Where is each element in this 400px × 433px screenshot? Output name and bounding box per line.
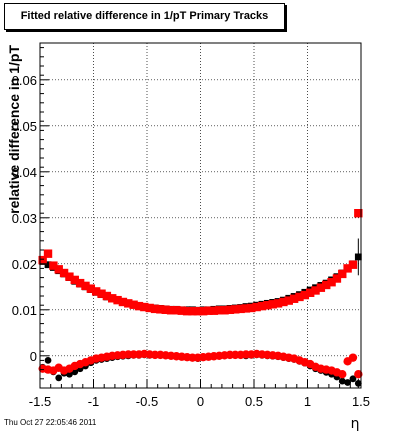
data-point xyxy=(354,380,362,387)
data-point xyxy=(215,306,224,315)
x-tick-label: -0.5 xyxy=(136,394,158,409)
data-point xyxy=(150,304,160,314)
data-point xyxy=(166,306,176,315)
data-point xyxy=(44,357,52,364)
data-point xyxy=(81,281,90,291)
chart-title-box: Fitted relative difference in 1/pT Prima… xyxy=(4,3,285,30)
data-point xyxy=(54,265,63,274)
data-point xyxy=(247,303,256,313)
data-point xyxy=(338,377,346,385)
data-point xyxy=(338,370,347,379)
data-point xyxy=(129,300,138,309)
grid-lines xyxy=(40,43,361,388)
data-point xyxy=(204,306,213,315)
data-point xyxy=(140,302,149,312)
data-point xyxy=(44,261,52,269)
data-point xyxy=(316,283,326,292)
data-point xyxy=(344,379,352,386)
data-point xyxy=(354,209,363,218)
data-point xyxy=(252,302,261,312)
data-point xyxy=(124,299,133,308)
data-point xyxy=(311,286,320,295)
data-point xyxy=(43,249,53,258)
data-point xyxy=(348,260,358,269)
data-point xyxy=(113,295,122,305)
data-point xyxy=(338,269,347,279)
y-tick-label: 0.02 xyxy=(12,257,37,272)
data-point xyxy=(289,294,299,303)
data-point xyxy=(305,288,315,297)
data-point xyxy=(209,306,219,315)
data-point xyxy=(332,274,342,283)
chart-title: Fitted relative difference in 1/pT Prima… xyxy=(20,10,269,22)
y-axis-label: relative difference in 1/pT xyxy=(6,45,22,214)
x-tick-label: 0.5 xyxy=(245,394,263,409)
data-point xyxy=(65,272,74,281)
x-tick-label: -1.5 xyxy=(29,394,51,409)
data-point xyxy=(97,289,106,298)
data-point xyxy=(70,275,79,285)
data-point xyxy=(300,290,310,300)
axis-tick-labels: -1.5 -1 -0.5 0 0.5 1 1.5 0 0.01 0.02 0.03 0.04 0.05 0… xyxy=(12,73,370,409)
data-point xyxy=(257,301,267,311)
data-point xyxy=(161,305,170,314)
data-point xyxy=(188,306,197,316)
data-point xyxy=(59,268,69,278)
data-point xyxy=(231,305,240,314)
y-tick-label: 0 xyxy=(30,349,37,364)
data-point xyxy=(134,301,144,311)
data-point xyxy=(198,306,208,316)
data-point xyxy=(348,353,358,362)
data-point xyxy=(354,370,363,379)
data-point xyxy=(236,304,245,314)
data-point xyxy=(241,304,251,313)
x-tick-label: -1 xyxy=(88,394,100,409)
data-point xyxy=(225,305,235,314)
axis-ticks xyxy=(39,47,362,388)
data-point xyxy=(268,300,277,309)
data-point xyxy=(322,280,331,290)
data-points xyxy=(38,209,363,388)
data-point xyxy=(279,297,288,307)
y-tick-label: 0.05 xyxy=(12,119,37,134)
x-tick-label: 1.5 xyxy=(352,394,370,409)
data-point xyxy=(182,306,192,316)
data-point xyxy=(91,287,101,296)
data-point xyxy=(156,305,165,314)
x-tick-label: 1 xyxy=(304,394,311,409)
x-axis-label: η xyxy=(351,416,360,432)
data-point xyxy=(177,306,186,315)
data-point xyxy=(220,306,229,315)
data-point xyxy=(75,278,85,288)
y-tick-label: 0.04 xyxy=(12,165,37,180)
data-point xyxy=(118,297,128,307)
data-point xyxy=(284,296,293,305)
data-point xyxy=(86,284,96,293)
data-point xyxy=(193,306,203,316)
data-point xyxy=(172,306,181,315)
data-point xyxy=(102,291,112,301)
y-tick-label: 0.03 xyxy=(12,211,37,226)
data-point xyxy=(327,278,336,287)
data-point xyxy=(55,374,63,382)
y-tick-label: 0.06 xyxy=(12,73,37,88)
data-point xyxy=(145,303,154,313)
data-point xyxy=(49,261,58,270)
data-point xyxy=(343,264,352,273)
data-point xyxy=(349,375,357,383)
data-point xyxy=(108,294,117,303)
data-point xyxy=(38,255,47,265)
y-tick-label: 0.01 xyxy=(12,303,37,318)
data-point xyxy=(295,292,304,302)
data-point xyxy=(273,299,283,308)
footer-timestamp: Thu Oct 27 22:05:46 2011 xyxy=(4,418,97,427)
data-point xyxy=(263,301,272,310)
data-point xyxy=(354,253,362,261)
x-tick-label: 0 xyxy=(197,394,204,409)
